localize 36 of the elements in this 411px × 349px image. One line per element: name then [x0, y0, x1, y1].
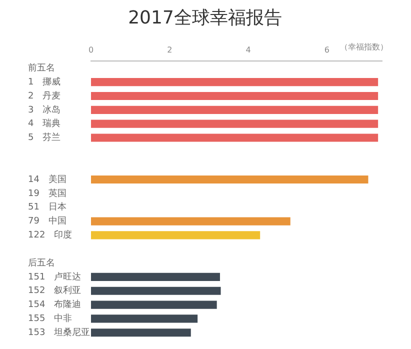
y-tick-label: 5 芬兰 — [28, 132, 61, 144]
bar — [91, 134, 378, 142]
bar — [91, 272, 220, 281]
bar — [91, 217, 290, 226]
bar — [91, 120, 378, 128]
x-tick-label: 2 — [167, 45, 172, 54]
y-tick-label: 79 中国 — [28, 216, 66, 227]
y-tick-label: 122 印度 — [28, 230, 72, 241]
y-tick-label: 152 叙利亚 — [28, 285, 82, 296]
y-tick-label: 155 中非 — [28, 313, 72, 324]
y-tick-label: 154 布隆迪 — [28, 299, 82, 310]
y-tick-label: 3 冰岛 — [28, 104, 61, 116]
y-tick-label: 51 日本 — [28, 202, 66, 213]
bar — [91, 175, 368, 184]
x-tick-label: 4 — [246, 45, 251, 54]
bar — [91, 328, 191, 337]
bar — [91, 92, 378, 100]
x-axis-title: （幸福指数） — [340, 42, 388, 52]
bar — [91, 314, 198, 323]
y-tick-label: 19 英国 — [28, 188, 66, 199]
x-tick-label: 0 — [88, 45, 94, 54]
y-tick-label: 后五名 — [28, 257, 55, 268]
bar — [91, 231, 260, 240]
y-tick-label: 4 瑞典 — [28, 118, 61, 130]
y-tick-label: 1 挪威 — [28, 76, 61, 88]
x-tick-label: 6 — [324, 45, 330, 54]
y-tick-label: 14 美国 — [28, 174, 66, 185]
bar — [91, 78, 378, 86]
y-tick-label: 153 坦桑尼亚 — [28, 326, 90, 338]
bar — [91, 300, 217, 309]
chart-title: 2017全球幸福报告 — [128, 7, 282, 28]
y-tick-label: 151 卢旺达 — [28, 271, 82, 282]
y-tick-label: 前五名 — [28, 62, 55, 74]
bar — [91, 106, 378, 114]
bar — [91, 286, 221, 295]
y-tick-label: 2 丹麦 — [28, 90, 61, 102]
